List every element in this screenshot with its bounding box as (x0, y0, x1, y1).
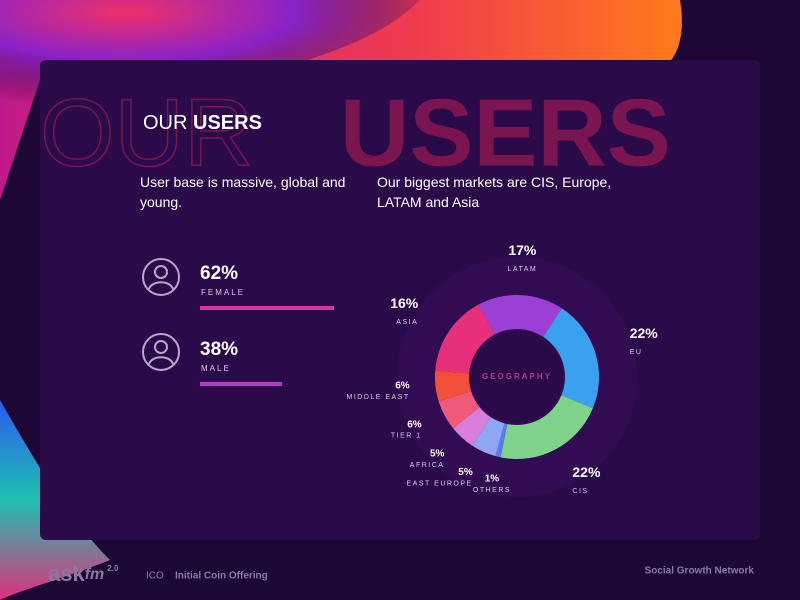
category-label: FEMALE (201, 288, 245, 297)
logo-version: 2.0 (107, 564, 119, 573)
value-label: 38% (200, 339, 238, 360)
slice-label: OTHERS (473, 487, 511, 494)
user-icons (142, 258, 180, 371)
value-label: 62% (200, 263, 238, 284)
donut-slice (472, 417, 505, 457)
background-word: USERS (340, 79, 671, 186)
slice-label: AFRICA (410, 462, 445, 469)
category-label: MALE (201, 364, 231, 373)
slice-value-label: 5% (458, 467, 473, 478)
left-text-box: User base is massive, global and young. (140, 174, 346, 210)
title-bold: USERS (193, 112, 262, 134)
slice-value-label: 17% (508, 242, 537, 258)
background-word: OUR (40, 79, 253, 186)
donut-slice (478, 294, 562, 337)
slice-label: EAST EUROPE (407, 480, 473, 487)
title: OUR USERS (143, 112, 262, 134)
logo: askfm 2.0 (48, 561, 119, 586)
slice-value-label: 22% (630, 325, 659, 341)
slice-label: ASIA (396, 319, 418, 326)
donut-slice (438, 391, 480, 429)
right-text: Our biggest markets are CIS, Europe, LAT… (377, 174, 612, 210)
slice-value-label: 5% (430, 449, 445, 460)
title-light: OUR (143, 112, 187, 134)
slice-label: LATAM (507, 266, 537, 273)
slice-value-label: 6% (395, 381, 410, 392)
slice-label: MIDDLE EAST (346, 394, 409, 401)
donut-slice (453, 407, 491, 446)
tagline: Social Growth Network (645, 566, 755, 577)
bar (200, 382, 283, 386)
ico-text: Initial Coin Offering (175, 571, 268, 582)
donut-slice (495, 423, 508, 458)
donut-slice (543, 308, 600, 409)
donut-hole (471, 331, 563, 423)
bar (200, 306, 334, 310)
donut-center-label: GEOGRAPHY (482, 372, 552, 381)
slice-value-label: 1% (485, 474, 500, 485)
slice-label: CIS (572, 488, 588, 495)
slice-value-label: 16% (390, 295, 419, 311)
donut-slice (500, 395, 593, 459)
left-text: User base is massive, global and young. (140, 174, 346, 210)
slice-label: TIER 1 (391, 433, 422, 440)
slice-value-label: 22% (572, 464, 601, 480)
right-text-box: Our biggest markets are CIS, Europe, LAT… (377, 174, 612, 210)
logo-fm: fm (85, 566, 105, 583)
slice-label: EU (630, 349, 643, 356)
donut-slice (435, 370, 472, 402)
slice-value-label: 6% (407, 419, 422, 430)
donut-slice (435, 304, 495, 374)
ico: ICO (146, 571, 164, 582)
logo-ask: ask (48, 561, 85, 586)
